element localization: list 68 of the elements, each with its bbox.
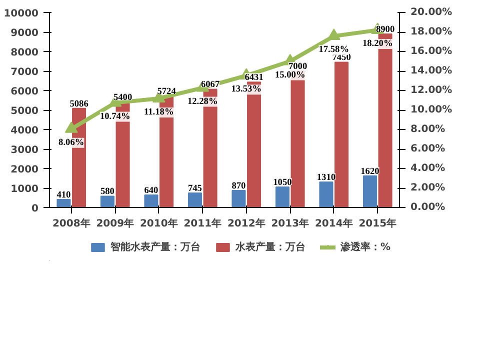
- bar: [56, 199, 71, 208]
- y2-tick-label: 6.00%: [410, 144, 446, 154]
- data-label: 5724: [157, 86, 176, 97]
- data-label: 640: [144, 186, 159, 196]
- data-label: 13.53%: [231, 84, 262, 95]
- point: [327, 28, 340, 40]
- x-tick-label: 2012年: [227, 218, 266, 230]
- x-tick-label: 2008年: [52, 218, 90, 230]
- data-label: 1050: [273, 178, 292, 188]
- x-tick-label: 2014年: [314, 218, 353, 230]
- data-label: 1310: [316, 172, 336, 183]
- y-tick-label: 10000: [4, 8, 39, 20]
- data-label: 5400: [113, 93, 132, 104]
- data-label: 17.58%: [318, 45, 350, 56]
- point: [64, 121, 78, 133]
- legend-label: 水表产量：万台: [235, 240, 306, 254]
- data-label: 8.06%: [58, 138, 84, 148]
- x-tick-label: 2010年: [140, 218, 178, 230]
- y-tick-label: 2000: [10, 164, 39, 176]
- x-tick-label: 2011年: [184, 218, 222, 230]
- bar: [362, 175, 377, 208]
- y-tick-label: 7000: [10, 67, 39, 78]
- x-tick-label: 2009年: [96, 218, 134, 230]
- y-tick-label: 0: [32, 204, 39, 214]
- y-tick-label: 4000: [10, 126, 39, 136]
- data-label: 15.00%: [274, 70, 306, 80]
- data-label: 8900: [376, 24, 395, 35]
- x-tick-label: 2013年: [271, 218, 310, 230]
- data-label: 5086: [70, 99, 89, 110]
- y2-tick-label: 14.00%: [410, 66, 452, 76]
- legend-label: 智能水表产量：万台: [110, 240, 200, 254]
- bar: [100, 196, 114, 208]
- data-label: 10.74%: [100, 112, 130, 122]
- y2-tick-label: 2.00%: [410, 182, 446, 194]
- data-label: 1620: [360, 166, 380, 177]
- bar: [334, 62, 349, 208]
- bar: [188, 192, 202, 208]
- data-label: 870: [232, 182, 246, 192]
- y2-tick-label: 18.00%: [410, 26, 452, 38]
- data-label: 410: [56, 190, 72, 201]
- data-label: 11.18%: [144, 107, 174, 118]
- y-tick-label: 6000: [10, 86, 39, 98]
- data-label: 18.20%: [362, 39, 393, 50]
- y-tick-label: 8000: [10, 48, 39, 58]
- data-label: 745: [188, 184, 202, 194]
- y-tick-label: 9000: [10, 28, 39, 39]
- y2-tick-label: 8.00%: [410, 124, 446, 135]
- y2-tick-label: 10.00%: [410, 104, 452, 116]
- bar: [319, 181, 334, 208]
- data-label: 7450: [332, 53, 352, 64]
- y2-tick-label: 20.00%: [410, 7, 452, 18]
- bar: [275, 186, 290, 208]
- bar: [144, 194, 158, 208]
- y2-tick-label: 16.00%: [410, 46, 452, 57]
- y2-tick-label: 4.00%: [410, 163, 446, 174]
- y2-tick-label: 12.00%: [410, 85, 452, 96]
- y-tick-label: 5000: [10, 106, 39, 117]
- data-label: 7000: [288, 62, 308, 72]
- data-label: 6067: [200, 80, 220, 90]
- data-label: 6431: [244, 73, 264, 84]
- y2-tick-label: 0.00%: [410, 202, 446, 213]
- y-tick-label: 3000: [10, 145, 39, 156]
- data-label: 12.28%: [187, 96, 218, 107]
- y-tick-label: 1000: [10, 184, 39, 195]
- bar: [232, 190, 246, 208]
- data-label: 580: [100, 187, 115, 198]
- legend-label: 渗透率：%: [340, 240, 390, 254]
- x-tick-label: 2015年: [358, 218, 397, 230]
